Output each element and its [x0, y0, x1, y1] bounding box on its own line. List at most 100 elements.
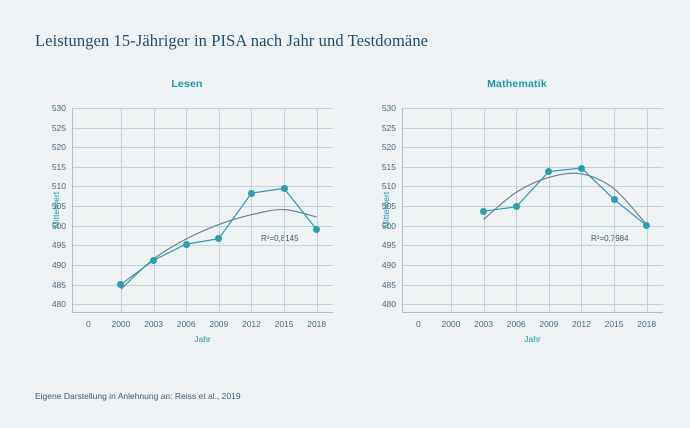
chart-panel-lesen: Lesen Mittelwert Jahr R²=0,8145 480 485 49… — [22, 78, 352, 370]
y-axis-tick-label: 505 — [51, 201, 66, 212]
gridline-vertical — [581, 108, 583, 312]
y-axis-tick-label: 530 — [51, 103, 66, 113]
x-axis-tick-label: 2009 — [209, 319, 229, 329]
gridline-horizontal — [402, 147, 663, 149]
y-axis-tick-label: 515 — [51, 161, 66, 172]
plot-area-lesen: Mittelwert Jahr R²=0,8145 480 485 490 495 50… — [51, 103, 333, 344]
x-axis-line — [72, 312, 333, 313]
x-axis-tick-label: 2012 — [241, 319, 261, 329]
gridline-horizontal — [72, 147, 333, 149]
gridline-vertical — [251, 108, 253, 312]
gridline-horizontal — [402, 225, 663, 227]
gridline-horizontal — [402, 186, 663, 188]
gridline-horizontal — [402, 264, 663, 266]
data-line — [483, 167, 648, 227]
gridline-horizontal — [402, 304, 663, 306]
gridline-horizontal — [72, 284, 333, 286]
gridline-vertical — [218, 108, 220, 312]
gridline-horizontal — [402, 166, 663, 168]
y-axis-tick-label: 530 — [381, 103, 396, 113]
x-axis-tick-label: 2018 — [307, 319, 327, 329]
x-axis-tick-label: 2000 — [441, 319, 461, 329]
data-point-marker — [280, 184, 288, 192]
gridline-vertical — [120, 108, 122, 312]
y-axis-tick-label: 485 — [381, 279, 396, 290]
y-axis-tick-label: 495 — [381, 240, 396, 251]
x-axis-tick-label: 2000 — [111, 319, 131, 329]
data-point-marker — [150, 256, 158, 264]
chart-title-lesen: Lesen — [171, 78, 203, 90]
gridline-horizontal — [402, 245, 663, 247]
y-axis-tick-label: 480 — [381, 299, 396, 310]
data-point-marker — [313, 226, 321, 234]
gridline-horizontal — [72, 108, 333, 109]
x-axis-tick-label: 2012 — [571, 319, 591, 329]
gridline-vertical — [646, 108, 648, 312]
x-axis-tick-label: 2003 — [144, 319, 164, 329]
x-axis-tick-label: 2009 — [539, 319, 559, 329]
data-point-marker — [215, 235, 223, 243]
x-axis-title-mathematik: Jahr — [524, 334, 541, 344]
trend-curve — [120, 209, 317, 290]
y-axis-tick-label: 485 — [51, 279, 66, 290]
r-squared-label-mathematik: R²=0,7984 — [591, 234, 629, 244]
gridline-horizontal — [72, 225, 333, 227]
x-axis-tick-label: 2018 — [637, 319, 657, 329]
y-axis-tick-label: 520 — [51, 142, 66, 153]
x-axis-tick-label: 2003 — [474, 319, 494, 329]
source-footnote: Eigene Darstellung in Anlehnung an: Reis… — [35, 391, 241, 401]
x-axis-tick-label: 0 — [415, 319, 421, 329]
series-layer — [120, 187, 318, 290]
y-axis-tick-label: 495 — [51, 240, 66, 251]
data-point-marker — [643, 222, 651, 230]
data-point-marker — [247, 189, 255, 197]
y-axis-tick-label: 525 — [51, 122, 66, 133]
x-axis-tick-label: 2015 — [604, 319, 624, 329]
chart-panel-mathematik: Mathematik Mittelwert Jahr R²=0,7984 480… — [352, 78, 682, 370]
gridline-vertical — [186, 108, 188, 312]
y-axis-tick-label: 510 — [381, 181, 396, 192]
gridline-horizontal — [72, 264, 333, 266]
y-axis-line — [72, 108, 73, 312]
gridline-vertical — [153, 108, 155, 312]
y-axis-tick-label: 480 — [51, 299, 66, 310]
data-point-marker — [480, 207, 488, 215]
data-point-marker — [182, 240, 190, 248]
x-axis-line — [402, 312, 663, 313]
gridline-horizontal — [72, 186, 333, 188]
gridline-horizontal — [402, 108, 663, 109]
trend-curve — [483, 172, 648, 226]
gridline-vertical — [450, 108, 452, 312]
gridline-horizontal — [72, 127, 333, 129]
gridline-horizontal — [402, 284, 663, 286]
y-axis-tick-label: 525 — [381, 122, 396, 133]
x-axis-tick-label: 2015 — [274, 319, 294, 329]
gridline-horizontal — [72, 206, 333, 208]
gridline-vertical — [516, 108, 518, 312]
y-axis-tick-label: 490 — [381, 259, 396, 270]
y-axis-tick-label: 500 — [381, 220, 396, 231]
series-layer — [483, 167, 648, 227]
y-axis-tick-label: 490 — [51, 259, 66, 270]
gridline-vertical — [614, 108, 616, 312]
gridline-horizontal — [72, 245, 333, 247]
gridline-horizontal — [72, 166, 333, 168]
chart-title-mathematik: Mathematik — [487, 78, 547, 90]
gridline-vertical — [548, 108, 550, 312]
data-point-marker — [117, 281, 125, 289]
gridline-vertical — [316, 108, 318, 312]
y-axis-tick-label: 515 — [381, 161, 396, 172]
gridline-horizontal — [402, 206, 663, 208]
y-axis-tick-label: 500 — [51, 220, 66, 231]
x-axis-tick-label: 0 — [85, 319, 91, 329]
data-point-marker — [610, 195, 618, 203]
gridline-horizontal — [402, 127, 663, 129]
data-point-marker — [545, 168, 553, 176]
x-axis-title-lesen: Jahr — [194, 334, 211, 344]
y-axis-line — [402, 108, 403, 312]
y-axis-tick-label: 520 — [381, 142, 396, 153]
y-axis-tick-label: 510 — [51, 181, 66, 192]
x-axis-tick-label: 2006 — [506, 319, 526, 329]
x-axis-tick-label: 2006 — [176, 319, 196, 329]
y-axis-tick-label: 505 — [381, 201, 396, 212]
